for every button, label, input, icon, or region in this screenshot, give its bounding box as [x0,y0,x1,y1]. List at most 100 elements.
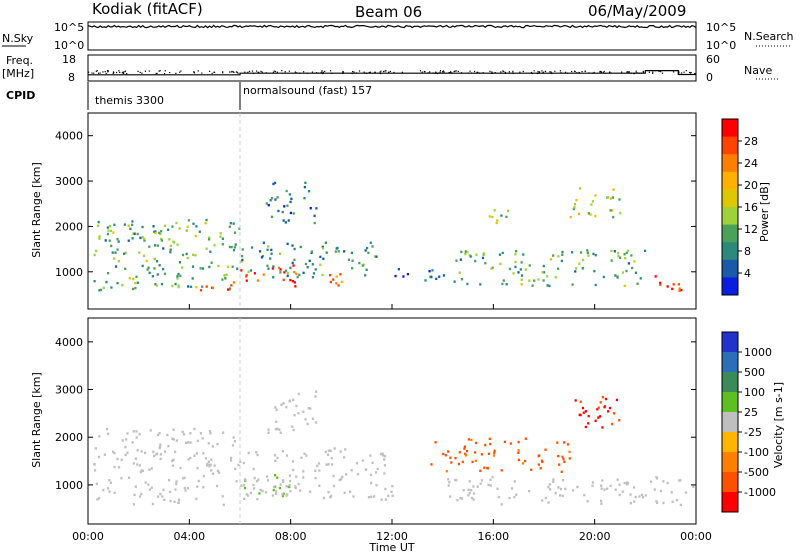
velocity-cell [566,443,570,446]
power-cell [266,264,269,267]
nave-dot [261,71,263,73]
velocity-cell [246,494,250,497]
nave-dot [105,72,107,75]
power-cell [233,231,237,234]
colorbar-swatch [722,372,738,393]
velocity-cell [98,435,101,438]
velocity-cell [544,496,547,500]
velocity-cell [302,470,305,473]
velocity-cell [113,491,116,495]
power-cell [514,250,518,253]
power-cell [195,286,198,289]
power-cell [250,246,254,249]
power-cell [199,289,203,292]
power-cell [571,251,574,254]
velocity-cell [601,426,604,429]
velocity-cell [222,431,225,434]
power-cell [139,236,142,240]
nave-dot [421,71,423,73]
power-cell [124,251,127,254]
velocity-cell [148,468,151,471]
velocity-cell [558,463,561,466]
velocity-cell [209,432,212,435]
power-cell [609,209,612,212]
velocity-cell [611,422,614,426]
power-panel-frame [87,112,697,310]
power-cell [283,205,286,208]
velocity-cell [208,465,211,468]
velocity-cell [474,441,478,445]
nsky-trace [87,24,697,29]
velocity-cell [557,486,560,489]
power-cell [286,204,289,207]
nave-dot [112,72,114,75]
power-cell [627,262,631,265]
colorbar-swatch [722,242,738,261]
velocity-cell [196,466,199,470]
power-cell [672,283,675,286]
velocity-cell [600,502,603,505]
nave-dot [102,71,104,73]
power-cell [442,274,446,277]
velocity-cell [598,415,602,418]
power-cell [617,254,620,258]
power-cell [571,283,574,286]
power-cell [241,248,244,251]
nave-dot [329,70,332,72]
power-cell [260,256,264,259]
power-cell [481,256,485,260]
velocity-cell [255,479,259,483]
nave-dot [256,70,258,72]
velocity-cell [461,460,464,464]
nave-dot [141,72,143,74]
nave-dot [678,71,680,73]
velocity-cell [211,445,214,448]
power-cell [358,261,361,265]
power-cell [299,245,302,249]
velocity-cell [275,408,278,412]
velocity-cell [594,419,597,422]
velocity-cell [633,500,636,503]
velocity-cell [133,493,136,497]
velocity-cell [371,461,374,465]
velocity-cell [547,501,550,504]
velocity-cell [472,498,475,501]
power-cell [581,267,584,270]
velocity-cell [288,474,292,477]
power-cell [332,278,335,281]
power-cell [187,219,190,222]
velocity-cell [132,430,135,433]
nave-dot [148,70,150,72]
power-cell [621,271,625,274]
power-cell [293,258,296,262]
velocity-cell [221,495,224,498]
velocity-cell [112,450,115,454]
nave-dot [322,71,324,73]
velocity-cell [454,456,457,460]
velocity-cell [279,431,282,434]
power-cell [479,283,482,286]
power-cell [586,251,589,255]
power-cell [234,243,237,246]
power-cell [680,288,683,292]
nsky-tick-high: 10^5 [54,21,84,34]
velocity-cell [454,478,457,482]
colorbar-tick-label: 16 [744,201,758,214]
power-cell [272,265,275,268]
velocity-cell [281,493,284,496]
velocity-cell [608,406,612,410]
velocity-cell [472,485,475,488]
velocity-cell [591,484,594,488]
power-cell [498,253,502,256]
power-cell [643,249,647,253]
velocity-cell [548,483,551,486]
power-cell [610,249,613,253]
nave-dot [530,71,533,74]
power-cell [284,221,287,224]
power-cell [111,251,114,254]
velocity-cell [138,433,141,436]
nave-dot [500,71,502,73]
velocity-cell [376,467,379,471]
velocity-cell [341,475,344,479]
power-cell [155,284,158,287]
